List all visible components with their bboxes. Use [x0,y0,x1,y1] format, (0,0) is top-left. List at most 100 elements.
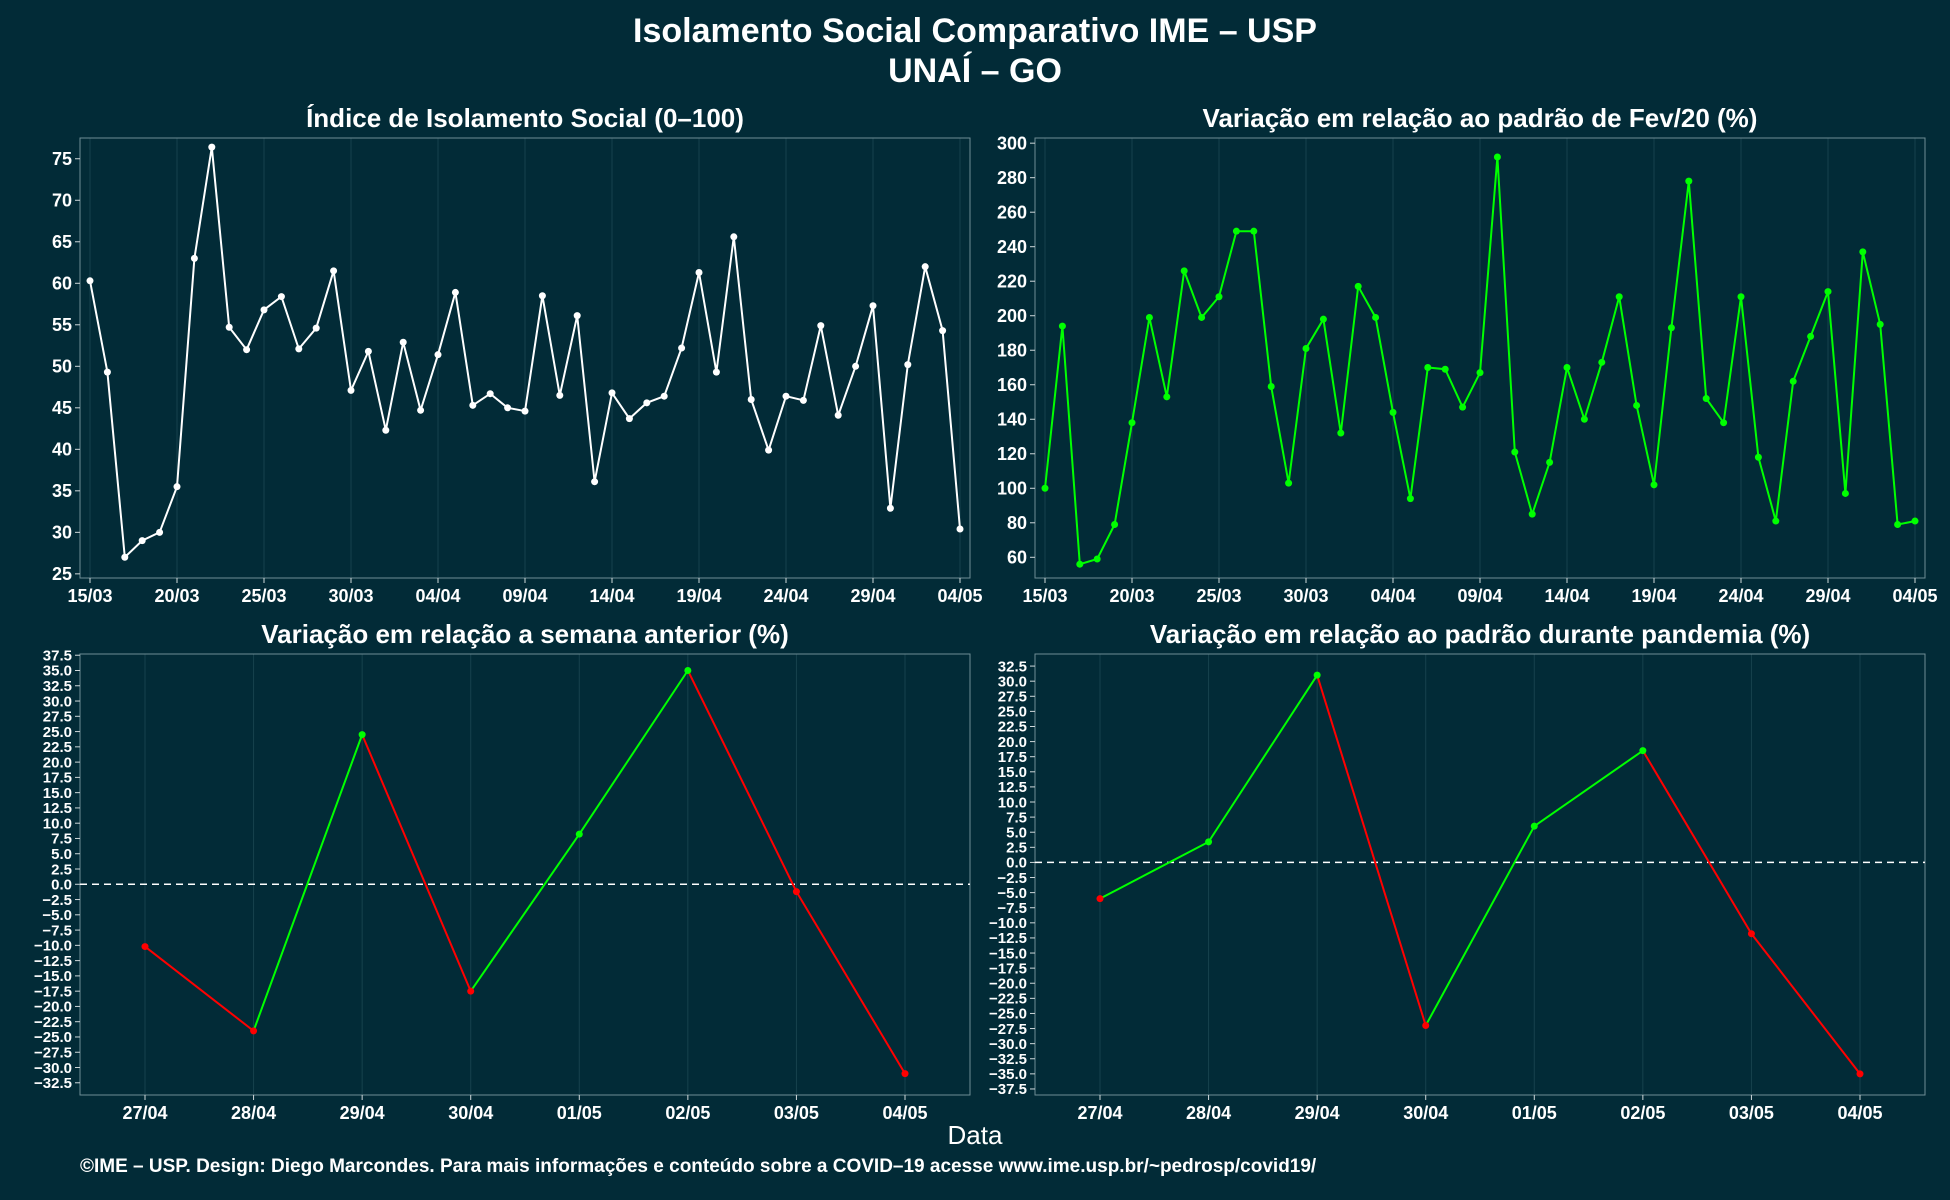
data-point [467,987,475,995]
y-tick-label: 35.0 [43,663,72,680]
data-point [921,263,929,271]
data-point [1493,153,1501,161]
x-tick-label: 04/04 [1370,586,1415,606]
data-point [1528,510,1536,518]
data-point [1302,345,1310,353]
data-point [1319,315,1327,323]
y-tick-label: 80 [1007,513,1027,533]
data-point [1250,227,1258,235]
data-point [399,338,407,346]
data-point [1422,1022,1430,1030]
y-tick-label: 100 [997,479,1027,499]
y-tick-label: 7.5 [1006,809,1027,826]
data-point [643,399,651,407]
data-point [1205,838,1213,846]
y-tick-label: 7.5 [51,831,72,848]
y-tick-label: 5.0 [1006,824,1027,841]
series-segment [686,670,798,893]
y-tick-label: −27.5 [34,1044,72,1061]
data-point [1145,313,1153,321]
data-point [1128,419,1136,427]
y-tick-label: −17.5 [989,960,1027,977]
main-title: Isolamento Social Comparativo IME – USP [633,12,1317,50]
y-tick-label: 25.0 [998,704,1027,721]
y-tick-label: 25 [52,564,72,584]
panel-4: −37.5−35.0−32.5−30.0−27.5−25.0−22.5−20.0… [989,653,1926,1123]
x-tick-label: 20/03 [1109,586,1154,606]
data-point [1841,489,1849,497]
y-tick-label: 15.0 [43,785,72,802]
data-point [277,293,285,301]
data-point [1702,395,1710,403]
data-point [1476,369,1484,377]
x-axis-label: Data [947,1120,1003,1150]
data-point [1232,227,1240,235]
panel-2-title: Variação em relação ao padrão de Fev/20 … [1202,103,1758,133]
data-point [852,362,860,370]
x-tick-label: 25/03 [241,586,286,606]
data-point [792,888,800,896]
y-tick-label: −17.5 [34,983,72,1000]
x-tick-label: 30/03 [328,586,373,606]
x-tick-label: 24/04 [763,586,808,606]
data-point [156,528,164,536]
data-point [573,312,581,320]
y-tick-label: 17.5 [998,749,1027,766]
data-point [364,347,372,355]
data-point [1076,560,1084,568]
data-point [243,346,251,354]
y-tick-label: −32.5 [34,1075,72,1092]
plot-frame [1034,137,1926,579]
data-point [190,254,198,262]
y-tick-label: −20.0 [989,975,1027,992]
y-tick-label: −30.0 [989,1036,1027,1053]
data-point [1313,671,1321,679]
y-tick-label: 240 [997,237,1027,257]
y-tick-label: 2.5 [51,861,72,878]
data-point [469,401,477,409]
x-tick-label: 15/03 [67,586,112,606]
data-point [1667,324,1675,332]
y-tick-label: 12.5 [998,779,1027,796]
y-tick-label: −12.5 [989,930,1027,947]
panel-1-title: Índice de Isolamento Social (0–100) [306,103,744,133]
y-tick-label: −27.5 [989,1021,1027,1038]
data-point [1894,521,1902,529]
data-point [121,553,129,561]
x-tick-label: 04/04 [415,586,460,606]
y-tick-label: 22.5 [43,739,72,756]
data-point [486,390,494,398]
x-tick-label: 19/04 [676,586,721,606]
data-point [712,368,720,376]
data-point [358,731,366,739]
data-point [538,292,546,300]
data-point [1093,555,1101,563]
data-point [1615,293,1623,301]
data-point [765,446,773,454]
data-point [1406,495,1414,503]
y-tick-label: 60 [1007,548,1027,568]
x-tick-label: 14/04 [589,586,634,606]
data-point [250,1027,258,1035]
y-tick-label: −15.0 [34,968,72,985]
y-tick-label: 37.5 [43,647,72,664]
data-point [1111,521,1119,529]
data-point [103,368,111,376]
data-point [1163,393,1171,401]
y-tick-label: 17.5 [43,770,72,787]
data-point [1754,453,1762,461]
y-tick-label: −10.0 [34,938,72,955]
y-tick-label: 65 [52,232,72,252]
data-point [1424,363,1432,371]
series-segment [1533,749,1644,827]
data-point [1580,415,1588,423]
y-tick-label: −30.0 [34,1060,72,1077]
data-point [901,1070,909,1078]
series-line [89,146,961,560]
x-tick-label: 29/04 [1805,586,1850,606]
data-point [1737,293,1745,301]
data-point [1096,895,1104,903]
panel-1: 25 30 35 40 45 50 55 60 65 70 75 15/03 20/03 25/03 30/… [52,137,983,606]
y-tick-label: −7.5 [997,900,1027,917]
